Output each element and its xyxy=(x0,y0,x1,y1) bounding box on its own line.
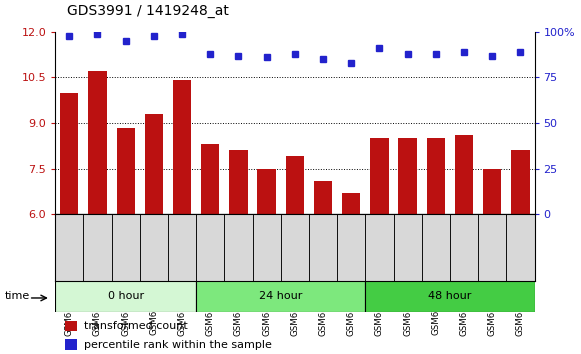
Bar xyxy=(455,135,473,214)
Text: transformed count: transformed count xyxy=(84,321,188,331)
Bar xyxy=(88,72,107,214)
Bar xyxy=(365,281,535,312)
Bar xyxy=(196,281,365,312)
Bar xyxy=(60,93,78,214)
Bar xyxy=(173,80,191,214)
Bar xyxy=(399,138,417,214)
Text: 48 hour: 48 hour xyxy=(428,291,472,302)
Text: GDS3991 / 1419248_at: GDS3991 / 1419248_at xyxy=(67,4,229,18)
Bar xyxy=(117,127,135,214)
Bar xyxy=(64,339,77,350)
Text: 24 hour: 24 hour xyxy=(259,291,303,302)
Bar xyxy=(64,320,77,331)
Bar xyxy=(314,181,332,214)
Bar xyxy=(55,281,196,312)
Bar xyxy=(257,169,276,214)
Bar xyxy=(483,169,501,214)
Bar xyxy=(286,156,304,214)
Bar xyxy=(145,114,163,214)
Bar xyxy=(511,150,530,214)
Bar xyxy=(201,144,220,214)
Bar xyxy=(370,138,389,214)
Text: percentile rank within the sample: percentile rank within the sample xyxy=(84,339,272,350)
Bar xyxy=(426,138,445,214)
Text: time: time xyxy=(5,291,30,302)
Text: 0 hour: 0 hour xyxy=(107,291,144,302)
Bar xyxy=(342,193,360,214)
Bar xyxy=(229,150,248,214)
